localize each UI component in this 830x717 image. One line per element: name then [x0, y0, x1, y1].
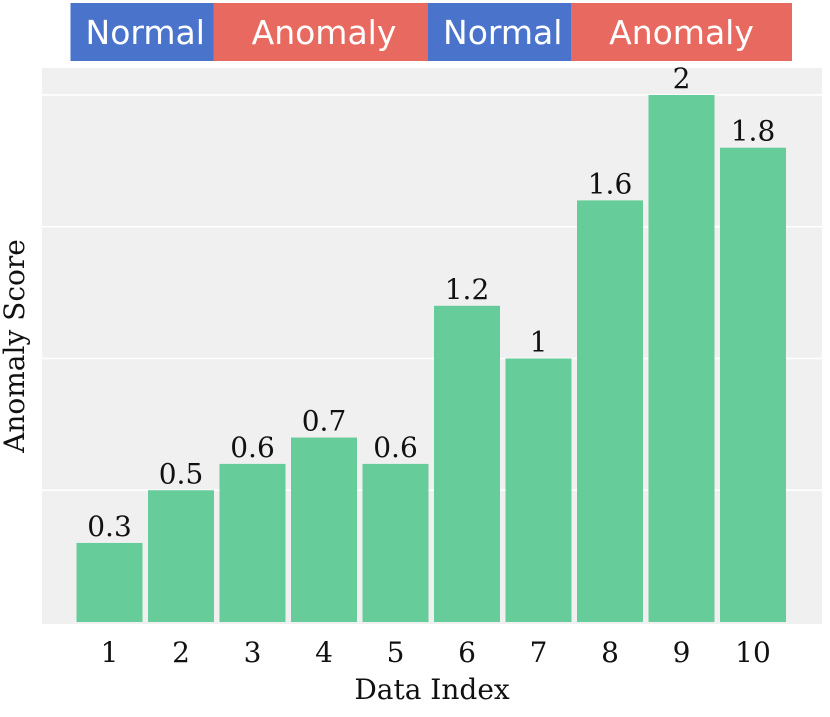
bar	[148, 490, 214, 622]
segment-box	[571, 3, 792, 61]
bar	[291, 437, 357, 622]
x-tick-label: 6	[458, 636, 476, 669]
bar	[219, 463, 286, 622]
data-labels: 0.3 0.5 0.6 0.7 0.6 1.2 1 1.6 2 1.8	[87, 62, 775, 543]
x-tick-label: 10	[735, 636, 771, 669]
y-axis-title: Anomaly Score	[0, 239, 31, 454]
bar	[76, 542, 143, 622]
x-tick-label: 5	[387, 636, 405, 669]
x-tick-labels: 1 2 3 4 5 6 7 8 9 10	[101, 636, 771, 669]
x-axis-title: Data Index	[354, 673, 510, 706]
bar-value-label: 0.3	[87, 510, 132, 543]
bar-value-label: 1.8	[731, 115, 776, 148]
bars	[76, 95, 786, 622]
segment-box	[213, 3, 435, 61]
bar-value-label: 0.6	[230, 431, 275, 464]
bar	[577, 200, 643, 622]
bar-value-label: 0.5	[159, 457, 204, 490]
x-tick-label: 7	[530, 636, 548, 669]
segment-label: Anomaly	[252, 13, 397, 52]
x-tick-label: 1	[101, 636, 119, 669]
segment-label: Anomaly	[609, 13, 754, 52]
x-tick-label: 4	[315, 636, 333, 669]
segment-header: Normal Anomaly Normal Anomaly	[70, 3, 792, 61]
x-tick-label: 3	[244, 636, 262, 669]
bar	[362, 463, 429, 622]
bar	[434, 305, 500, 622]
bar	[720, 147, 786, 622]
x-tick-label: 9	[673, 636, 691, 669]
bar-value-label: 1	[530, 326, 548, 359]
segment-box	[428, 3, 578, 61]
segment-label: Normal	[443, 13, 562, 52]
x-tick-label: 2	[172, 636, 190, 669]
bar-value-label: 1.2	[445, 273, 490, 306]
x-tick-label: 8	[601, 636, 619, 669]
bar	[648, 95, 715, 622]
bar-value-label: 2	[673, 62, 691, 95]
bar-value-label: 0.6	[373, 431, 418, 464]
bar-value-label: 0.7	[302, 405, 347, 438]
bar-value-label: 1.6	[588, 167, 633, 200]
segment-box	[70, 3, 220, 61]
bar	[505, 358, 572, 622]
segment-label: Normal	[86, 13, 205, 52]
